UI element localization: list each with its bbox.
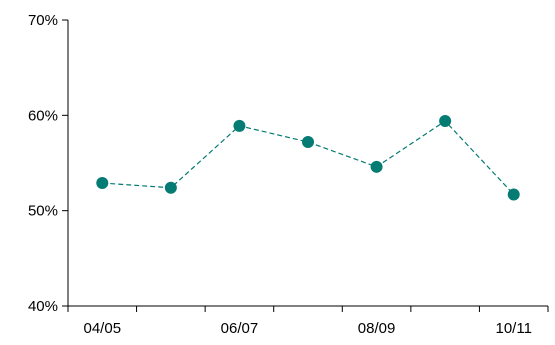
series-layer [96, 115, 520, 201]
data-point [439, 115, 452, 128]
x-axis-ticks: 04/05 06/07 08/09 10/11 [67, 306, 549, 337]
x-tick-label: 10/11 [495, 320, 531, 337]
data-point [370, 160, 383, 173]
y-tick-label: 40% [28, 298, 58, 315]
y-axis-ticks: 40% 50% 60% 70% [28, 12, 68, 315]
y-tick-label: 50% [28, 203, 58, 220]
data-point [164, 181, 177, 194]
data-point [233, 119, 246, 132]
x-tick-label: 08/09 [358, 320, 396, 337]
data-point [507, 188, 520, 201]
x-tick-label: 04/05 [84, 320, 122, 337]
series-line [102, 120, 515, 195]
axes [67, 20, 548, 307]
x-tick-label: 06/07 [221, 320, 259, 337]
data-point [96, 177, 109, 190]
y-tick-label: 60% [28, 107, 58, 124]
data-point [302, 136, 314, 149]
y-tick-label: 70% [28, 12, 58, 29]
